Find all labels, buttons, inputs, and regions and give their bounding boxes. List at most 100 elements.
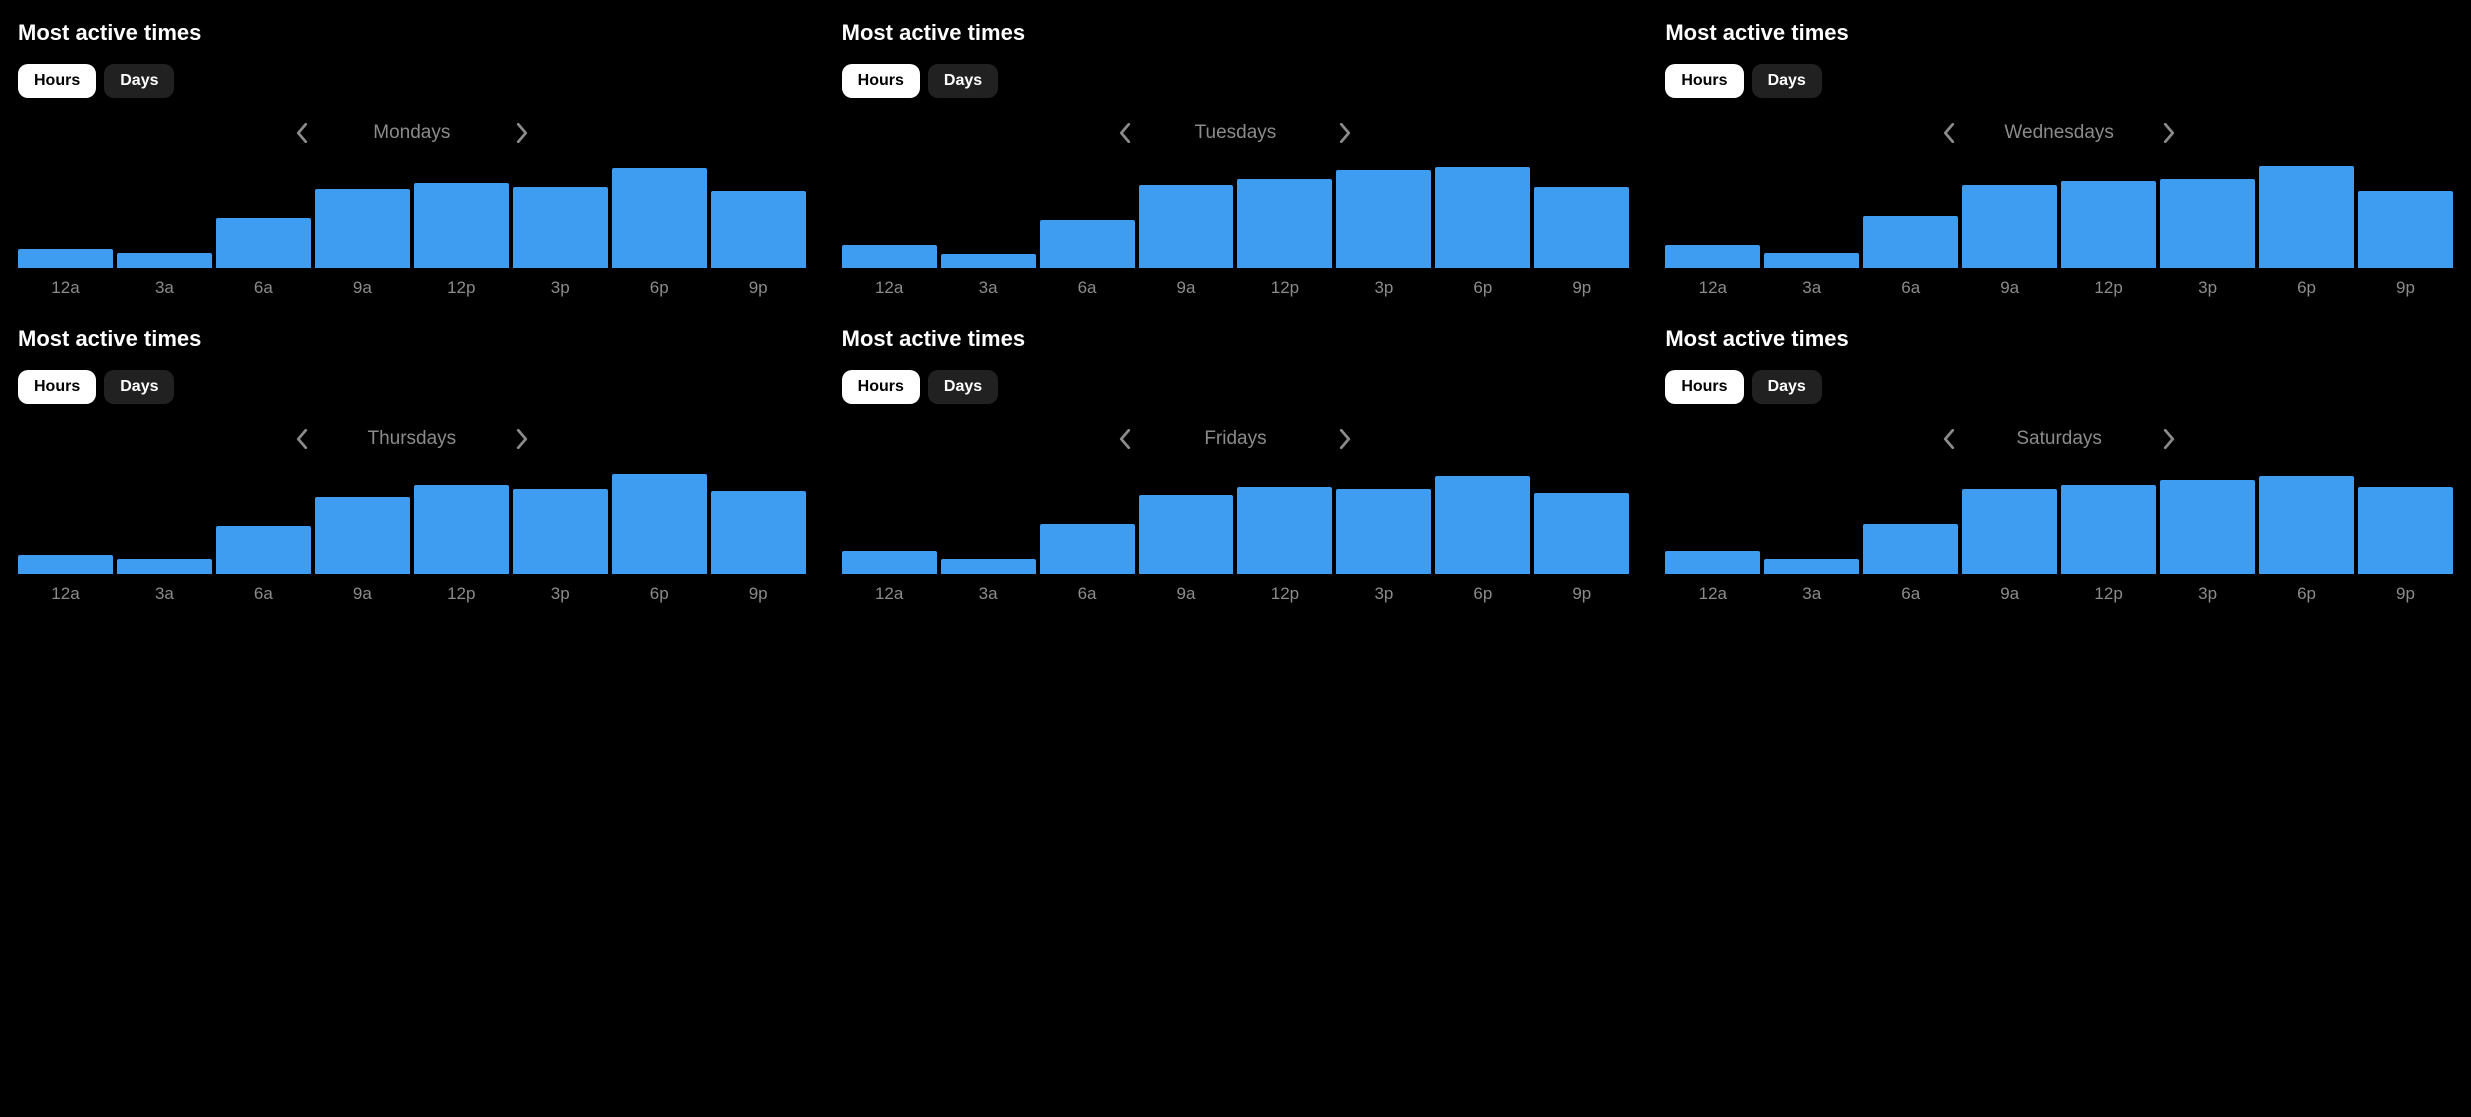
panel-title: Most active times <box>1657 326 2461 352</box>
tab-hours[interactable]: Hours <box>842 64 920 98</box>
bar <box>1534 493 1629 574</box>
tab-days[interactable]: Days <box>104 64 174 98</box>
chevron-right-icon[interactable] <box>2158 428 2180 450</box>
day-nav: Wednesdays <box>1657 122 2461 144</box>
bar <box>1863 216 1958 268</box>
tab-days[interactable]: Days <box>1752 370 1822 404</box>
chevron-left-icon[interactable] <box>291 428 313 450</box>
bar <box>842 551 937 574</box>
x-axis-label: 12a <box>1665 584 1760 604</box>
day-label: Thursdays <box>357 428 467 450</box>
bar <box>117 559 212 574</box>
bars-container <box>18 164 806 268</box>
day-nav: Fridays <box>834 428 1638 450</box>
chevron-left-icon[interactable] <box>1938 122 1960 144</box>
bar <box>711 491 806 574</box>
bar <box>2259 476 2354 574</box>
bars-container <box>1665 164 2453 268</box>
x-axis-label: 12a <box>18 278 113 298</box>
x-axis-label: 3a <box>1764 278 1859 298</box>
tab-hours[interactable]: Hours <box>18 64 96 98</box>
bar <box>315 497 410 574</box>
bar <box>216 218 311 268</box>
chevron-right-icon[interactable] <box>511 122 533 144</box>
view-tabs: HoursDays <box>834 370 1638 404</box>
active-times-panel: Most active times Hours Days Wednesdays 12a3… <box>1657 20 2461 298</box>
bar <box>18 249 113 268</box>
bar <box>2061 181 2156 268</box>
bar <box>1139 185 1234 268</box>
tab-hours[interactable]: Hours <box>18 370 96 404</box>
tab-days[interactable]: Days <box>928 370 998 404</box>
chevron-right-icon[interactable] <box>2158 122 2180 144</box>
x-axis-label: 9a <box>315 584 410 604</box>
bar <box>612 168 707 268</box>
hourly-bar-chart: 12a3a6a9a12p3p6p9p <box>1657 164 2461 298</box>
x-axis-label: 3p <box>513 584 608 604</box>
day-label: Saturdays <box>2004 428 2114 450</box>
chevron-right-icon[interactable] <box>511 428 533 450</box>
x-axis-label: 6a <box>1863 278 1958 298</box>
x-axis-label: 9a <box>1962 584 2057 604</box>
x-axis-label: 6a <box>1863 584 1958 604</box>
chevron-left-icon[interactable] <box>291 122 313 144</box>
x-axis-label: 6p <box>1435 584 1530 604</box>
bar <box>1962 489 2057 574</box>
chevron-right-icon[interactable] <box>1334 122 1356 144</box>
bar <box>941 254 1036 268</box>
tab-hours[interactable]: Hours <box>1665 64 1743 98</box>
chevron-left-icon[interactable] <box>1114 428 1136 450</box>
bars-container <box>18 470 806 574</box>
bar <box>1665 245 1760 268</box>
bar <box>1237 487 1332 574</box>
day-label: Tuesdays <box>1180 122 1290 144</box>
bar <box>1534 187 1629 268</box>
active-times-panel: Most active times HoursDays Fridays 12a3a6a… <box>834 326 1638 604</box>
x-axis-labels: 12a3a6a9a12p3p6p9p <box>842 584 1630 604</box>
day-label: Mondays <box>357 122 467 144</box>
active-times-panel: Most active timesHoursDaysMondays12a3a6a… <box>10 20 814 298</box>
bar <box>414 485 509 574</box>
hourly-bar-chart: 12a3a6a9a12p3p6p9p <box>10 164 814 298</box>
bar <box>2358 487 2453 574</box>
day-label: Wednesdays <box>2004 122 2114 144</box>
chevron-left-icon[interactable] <box>1114 122 1136 144</box>
x-axis-label: 12p <box>414 278 509 298</box>
x-axis-label: 12p <box>2061 584 2156 604</box>
x-axis-label: 12a <box>1665 278 1760 298</box>
view-tabs: HoursDays <box>10 370 814 404</box>
x-axis-label: 9p <box>711 278 806 298</box>
x-axis-labels: 12a3a6a9a12p3p6p9p <box>18 584 806 604</box>
chevron-right-icon[interactable] <box>1334 428 1356 450</box>
chevron-left-icon[interactable] <box>1938 428 1960 450</box>
active-times-panel: Most active times HoursDays Thursdays 12a3a… <box>10 326 814 604</box>
x-axis-labels: 12a3a6a9a12p3p6p9p <box>1665 584 2453 604</box>
bar <box>1665 551 1760 574</box>
active-times-panel: Most active times Hours Days Saturdays 12a3a… <box>1657 326 2461 604</box>
tab-days[interactable]: Days <box>104 370 174 404</box>
panel-title: Most active times <box>10 326 814 352</box>
bar <box>1435 167 1530 268</box>
bar <box>2160 480 2255 574</box>
bars-container <box>842 470 1630 574</box>
x-axis-label: 9p <box>1534 278 1629 298</box>
tab-hours[interactable]: Hours <box>1665 370 1743 404</box>
bar <box>2259 166 2354 268</box>
x-axis-label: 6p <box>612 278 707 298</box>
panel-title: Most active times <box>834 326 1638 352</box>
x-axis-label: 6p <box>2259 278 2354 298</box>
x-axis-label: 9a <box>1139 278 1234 298</box>
x-axis-label: 3a <box>117 584 212 604</box>
view-tabs: HoursDays <box>834 64 1638 98</box>
x-axis-label: 6p <box>2259 584 2354 604</box>
bar <box>2061 485 2156 574</box>
tab-days[interactable]: Days <box>928 64 998 98</box>
x-axis-label: 6a <box>1040 584 1135 604</box>
tab-days[interactable]: Days <box>1752 64 1822 98</box>
x-axis-label: 12a <box>18 584 113 604</box>
panel-title: Most active times <box>1657 20 2461 46</box>
panel-title: Most active times <box>834 20 1638 46</box>
x-axis-label: 3a <box>1764 584 1859 604</box>
bar <box>2160 179 2255 268</box>
tab-hours[interactable]: Hours <box>842 370 920 404</box>
